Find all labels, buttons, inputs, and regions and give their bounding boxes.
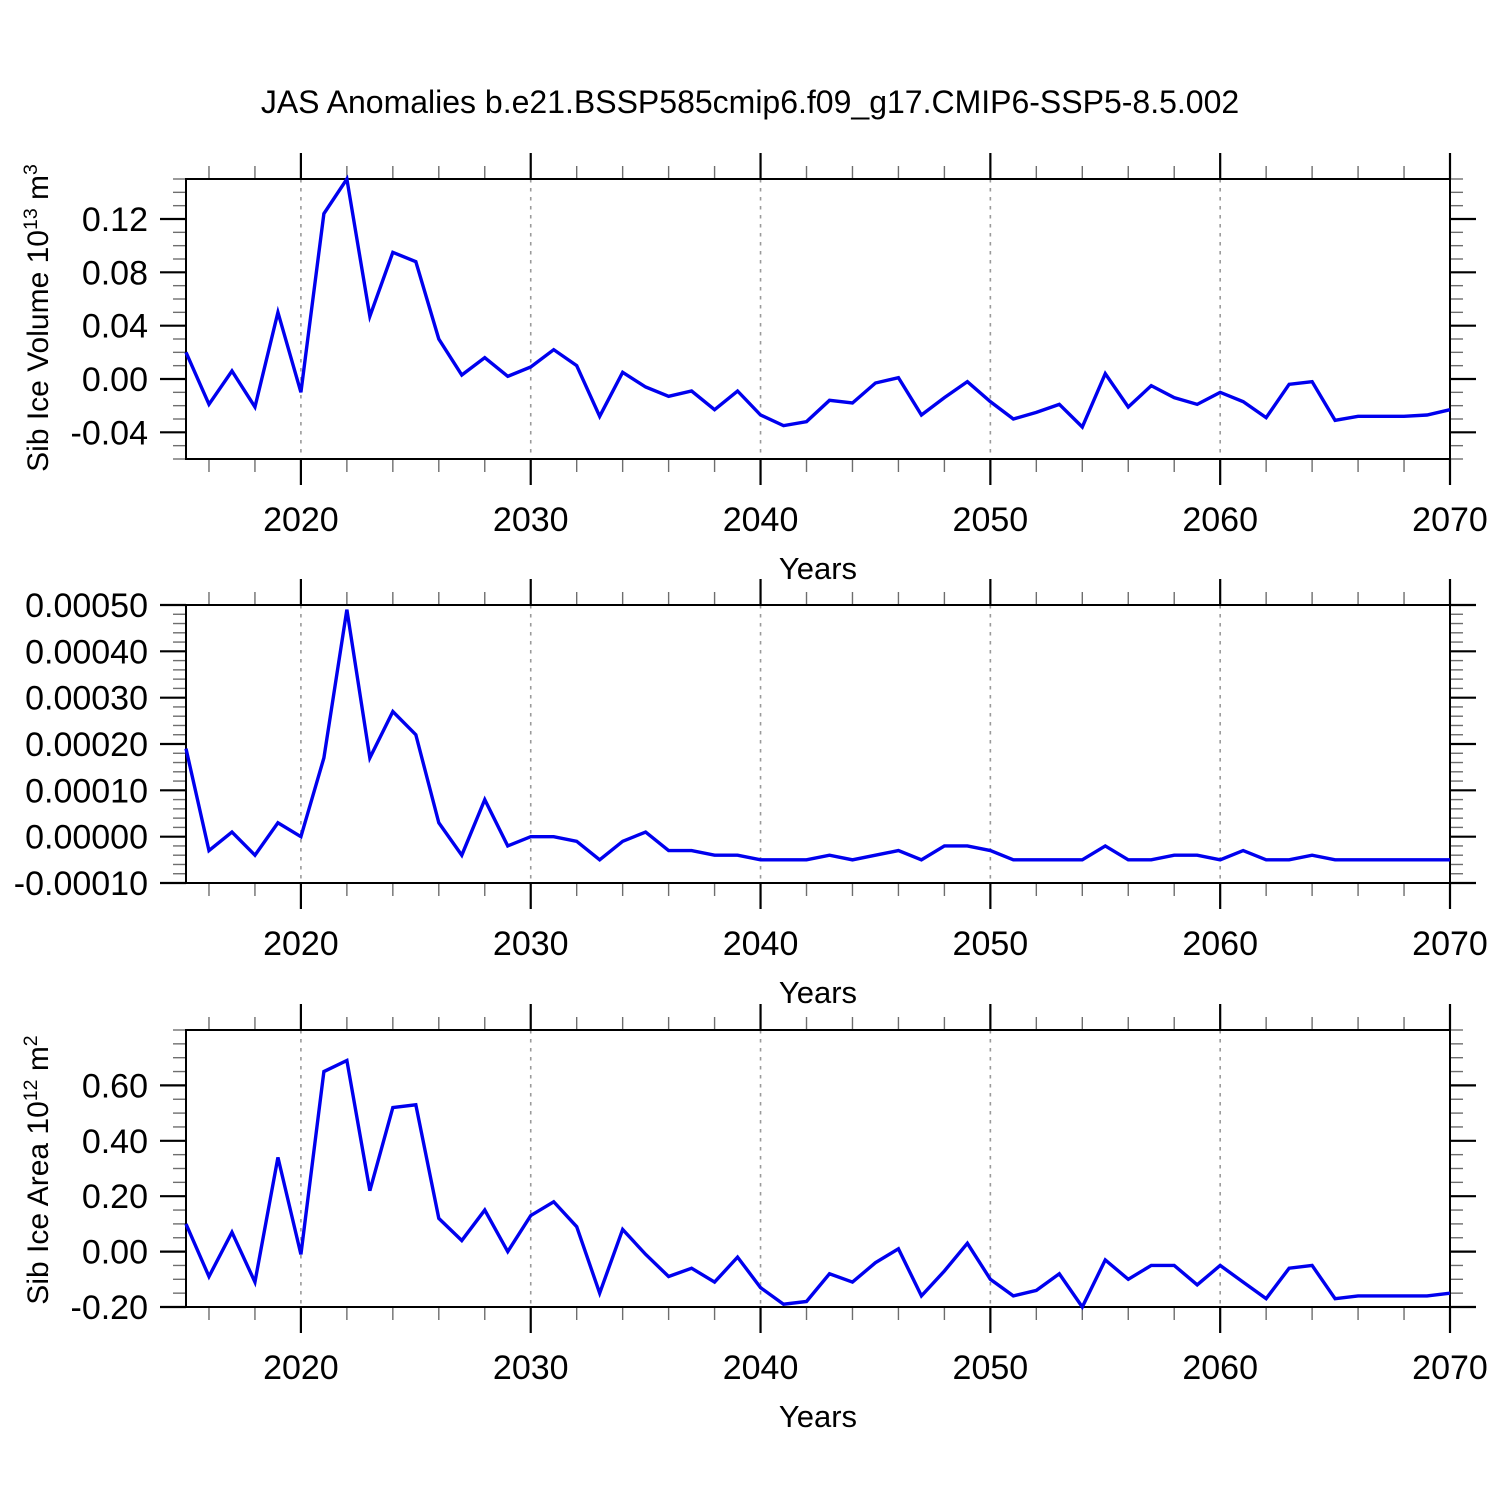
y-tick-label: 0.00030 bbox=[25, 680, 148, 718]
x-tick-label: 2070 bbox=[1412, 925, 1488, 963]
series-line-sib-ice-area bbox=[184, 1057, 1451, 1311]
x-tick-label: 2050 bbox=[953, 501, 1029, 539]
y-tick-label: 0.20 bbox=[82, 1178, 148, 1216]
x-axis-title: Years bbox=[779, 975, 857, 1010]
plot-frame bbox=[185, 604, 1451, 884]
y-axis-title-area: Sib Ice Area 1012 m2 bbox=[20, 870, 56, 1470]
y-tick-label: 0.08 bbox=[82, 254, 148, 292]
y-axis-title-area-exponent: 12 bbox=[20, 1079, 42, 1102]
x-tick-label: 2070 bbox=[1412, 501, 1488, 539]
y-tick-label: -0.00010 bbox=[14, 865, 148, 903]
chart-title: JAS Anomalies b.e21.BSSP585cmip6.f09_g17… bbox=[260, 84, 1240, 120]
y-tick-label: 0.00000 bbox=[25, 819, 148, 857]
y-axis-title-area-unit: m bbox=[22, 1046, 55, 1080]
y-tick-label: 0.00010 bbox=[25, 772, 148, 810]
x-tick-label: 2040 bbox=[723, 1349, 799, 1387]
series-line-sib-ice-volume bbox=[184, 174, 1451, 430]
plot-frame bbox=[185, 178, 1451, 460]
x-tick-label: 2020 bbox=[263, 501, 339, 539]
plot-frame bbox=[185, 1029, 1451, 1308]
y-axis-title-volume: Sib Ice Volume 1013 m3 bbox=[20, 18, 56, 618]
y-tick-label: 0.00040 bbox=[25, 633, 148, 671]
x-tick-label: 2020 bbox=[263, 1349, 339, 1387]
y-tick-label: 0.60 bbox=[82, 1067, 148, 1105]
y-axis-title-volume-text: Sib Ice Volume 10 bbox=[22, 230, 55, 472]
panel-sib-ice-volume: -0.04 0.00 0.04 0.08 0.12 2020 2030 2040 2050 206… bbox=[71, 153, 1488, 586]
x-tick-label: 2020 bbox=[263, 925, 339, 963]
y-tick-label: 0.00 bbox=[82, 361, 148, 399]
y-axis-title-area-unit-exponent: 2 bbox=[20, 1035, 42, 1047]
panel-sib-ice-area: -0.20 0.00 0.20 0.40 0.60 2020 2030 2040 2050 206… bbox=[71, 1004, 1488, 1434]
x-tick-label: 2040 bbox=[723, 501, 799, 539]
panel-sib-ice-middle: -0.00010 0.00000 0.00010 0.00020 0.00030 0.00… bbox=[14, 579, 1488, 1010]
x-axis-title: Years bbox=[779, 1399, 857, 1434]
y-tick-label: 0.40 bbox=[82, 1123, 148, 1161]
y-axis-title-volume-unit: m bbox=[22, 175, 55, 209]
y-tick-label: -0.20 bbox=[71, 1289, 149, 1327]
x-tick-label: 2060 bbox=[1182, 501, 1258, 539]
y-tick-label: 0.00020 bbox=[25, 726, 148, 764]
series-line-sib-ice-middle bbox=[184, 609, 1450, 863]
x-tick-label: 2030 bbox=[493, 1349, 569, 1387]
x-tick-label: 2030 bbox=[493, 501, 569, 539]
y-axis-title-volume-unit-exponent: 3 bbox=[20, 164, 42, 175]
x-tick-label: 2050 bbox=[953, 1349, 1029, 1387]
y-tick-label: -0.04 bbox=[71, 414, 149, 452]
x-tick-label: 2030 bbox=[493, 925, 569, 963]
x-axis-title: Years bbox=[779, 551, 857, 586]
y-axis-title-area-text: Sib Ice Area 10 bbox=[22, 1101, 55, 1305]
x-tick-label: 2060 bbox=[1182, 925, 1258, 963]
y-tick-label: 0.00050 bbox=[25, 587, 148, 625]
x-tick-label: 2070 bbox=[1412, 1349, 1488, 1387]
y-axis-title-volume-exponent: 13 bbox=[20, 208, 42, 231]
x-tick-label: 2050 bbox=[953, 925, 1029, 963]
y-tick-label: 0.12 bbox=[82, 201, 148, 239]
x-tick-label: 2040 bbox=[723, 925, 799, 963]
y-tick-label: 0.00 bbox=[82, 1234, 148, 1272]
y-tick-label: 0.04 bbox=[82, 308, 148, 346]
x-tick-label: 2060 bbox=[1182, 1349, 1258, 1387]
